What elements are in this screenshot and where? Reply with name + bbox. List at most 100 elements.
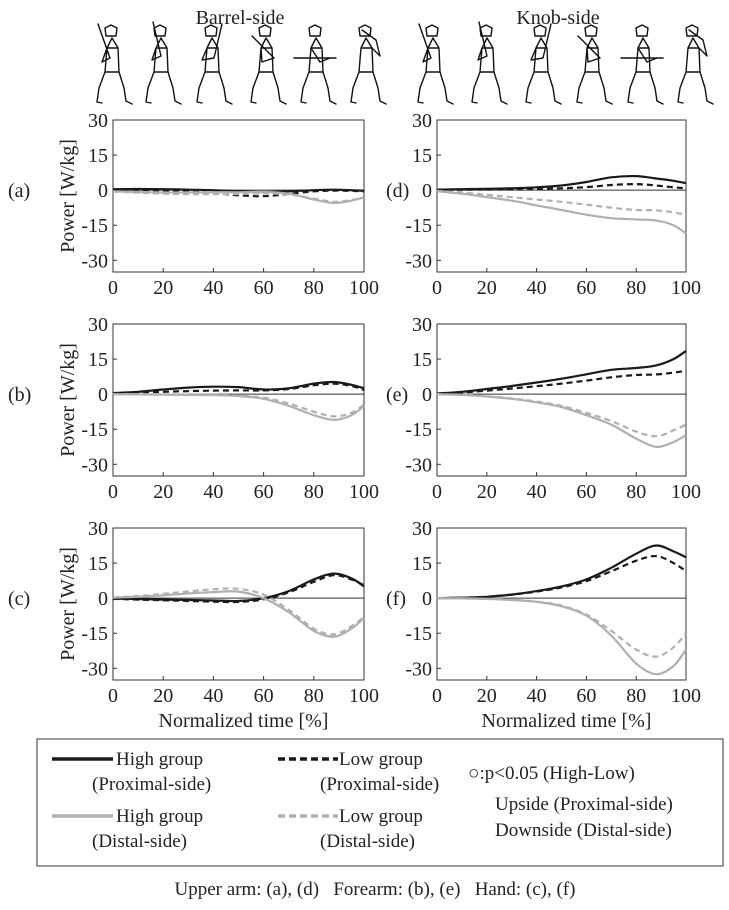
legend: High group (Proximal-side) Low group (Pr…	[36, 738, 724, 867]
knob-side-title: Knob-side	[516, 7, 599, 29]
panel-f-series-high-proximal	[436, 544, 687, 600]
swing-illustration-barrel-side	[96, 21, 387, 105]
panel-e-series-high-distal	[436, 393, 687, 448]
panel-a-xtick-label: 20	[153, 277, 173, 299]
panel-e-ytick-label: -30	[405, 454, 432, 476]
panel-b-frame	[112, 323, 365, 477]
panel-b-ytick-label: -15	[81, 419, 108, 441]
panel-d-xtick-label: 100	[671, 277, 701, 299]
significance-downside-note: Downside (Distal-side)	[495, 820, 672, 841]
panel-c-ytick-label: -30	[81, 658, 108, 680]
legend-label-low-distal-1: Low group	[339, 806, 423, 827]
stick-figure	[525, 23, 562, 105]
panel-b-series-low-distal	[112, 393, 365, 418]
panel-f-ytick-label: 30	[412, 518, 432, 540]
panel-c-label: (c)	[8, 588, 30, 610]
stick-figure	[417, 23, 454, 105]
panel-c-xtick-label: 40	[203, 685, 223, 707]
panel-e-frame	[436, 323, 687, 477]
panel-a-ytick-label: 30	[88, 110, 108, 132]
panel-b-xtick-label: 40	[203, 481, 223, 503]
panel-c-ytick-label: 15	[88, 553, 108, 575]
panel-d-xtick-label: 40	[527, 277, 547, 299]
panel-d-ytick-label: 0	[422, 180, 432, 202]
legend-label-high-proximal-1: High group	[116, 749, 203, 770]
panel-c-xtick-label: 100	[349, 685, 379, 707]
panel-a-xtick-label: 0	[108, 277, 118, 299]
panel-e-ytick-label: 15	[412, 349, 432, 371]
stick-figure	[250, 24, 287, 105]
panel-a-series-high-distal	[112, 190, 365, 205]
panel-d-ytick-label: -15	[405, 215, 432, 237]
panel-d-xtick-label: 80	[626, 277, 646, 299]
panel-d-ytick-label: -30	[405, 250, 432, 272]
panel-b-series-low-proximal	[112, 382, 365, 395]
panel-d-xtick-label: 20	[477, 277, 497, 299]
panel-f-series-high-distal	[436, 597, 687, 676]
panel-d-series-high-distal	[436, 190, 687, 235]
panel-b-ytick-label: 15	[88, 349, 108, 371]
panel-e-series-low-proximal	[436, 369, 687, 395]
panel-f-xlabel: Normalized time [%]	[482, 710, 652, 732]
panel-b-ylabel: Power [W/kg]	[57, 343, 79, 457]
legend-label-high-proximal-2: (Proximal-side)	[92, 774, 211, 795]
panel-d-series-low-proximal	[436, 182, 687, 191]
panel-f-series-low-proximal	[436, 554, 687, 600]
panel-e-series-low-distal	[436, 393, 687, 438]
legend-label-high-distal-2: (Distal-side)	[92, 831, 187, 852]
panel-b-ytick-label: 30	[88, 314, 108, 336]
panel-a-xtick-label: 60	[254, 277, 274, 299]
panel-e-series-high-proximal	[436, 349, 687, 395]
panel-d-series-low-distal	[436, 189, 687, 216]
panel-b-xtick-label: 80	[304, 481, 324, 503]
panel-d-ytick-label: 15	[412, 145, 432, 167]
panel-f-ytick-label: 0	[422, 588, 432, 610]
panel-d-frame	[436, 119, 687, 273]
panel-f-ytick-label: -15	[405, 623, 432, 645]
panel-b-xtick-label: 60	[254, 481, 274, 503]
panel-f-frame	[436, 527, 687, 681]
panel-e-label: (e)	[386, 384, 408, 406]
panel-d-xtick-label: 60	[576, 277, 596, 299]
panel-a-ytick-label: 15	[88, 145, 108, 167]
panel-a-series-low-distal	[112, 190, 365, 203]
panel-a-xtick-label: 80	[304, 277, 324, 299]
stick-figure	[620, 24, 664, 105]
panel-f-xtick-label: 20	[477, 685, 497, 707]
panel-f-ytick-label: 15	[412, 553, 432, 575]
stick-figure	[145, 21, 182, 105]
panel-c-xtick-label: 20	[153, 685, 173, 707]
panel-a-ylabel: Power [W/kg]	[57, 139, 79, 253]
significance-upside-note: Upside (Proximal-side)	[495, 794, 673, 815]
panel-b-ytick-label: -30	[81, 454, 108, 476]
panel-f-xtick-label: 80	[626, 685, 646, 707]
panel-a-xtick-label: 40	[203, 277, 223, 299]
panel-f-xtick-label: 40	[527, 685, 547, 707]
legend-frame	[36, 738, 724, 867]
barrel-side-title: Barrel-side	[196, 7, 285, 29]
legend-label-low-proximal-1: Low group	[339, 749, 423, 770]
panel-e-xtick-label: 60	[576, 481, 596, 503]
panel-e-xtick-label: 100	[671, 481, 701, 503]
panel-c-xlabel: Normalized time [%]	[159, 710, 329, 732]
panel-c-series-low-distal	[112, 587, 365, 636]
panel-e-ytick-label: 30	[412, 314, 432, 336]
swing-illustration-knob-side	[417, 21, 714, 105]
panel-b-label: (b)	[8, 384, 31, 406]
panel-b-series-high-distal	[112, 393, 365, 422]
panel-e-ytick-label: -15	[405, 419, 432, 441]
panel-c-xtick-label: 60	[254, 685, 274, 707]
panel-d-series-high-proximal	[436, 174, 687, 191]
panel-e-xtick-label: 80	[626, 481, 646, 503]
panel-b-xtick-label: 0	[108, 481, 118, 503]
panel-e-xtick-label: 20	[477, 481, 497, 503]
panel-a-frame	[112, 119, 365, 273]
panel-a-xtick-label: 100	[349, 277, 379, 299]
